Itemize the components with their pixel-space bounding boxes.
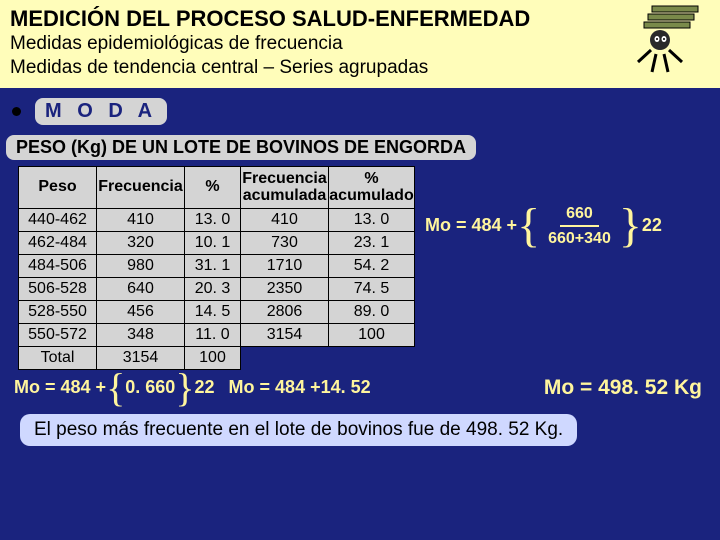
brace-right-icon: } <box>175 378 194 398</box>
table-body: 440-46241013. 041013. 0462-48432010. 173… <box>19 208 415 369</box>
table-row: Total3154100 <box>19 346 415 369</box>
table-cell: 89. 0 <box>329 300 415 323</box>
table-cell: 528-550 <box>19 300 97 323</box>
table-cell <box>241 346 329 369</box>
table-cell: Total <box>19 346 97 369</box>
brace-left-icon: { <box>106 378 125 398</box>
table-cell: 13. 0 <box>185 208 241 231</box>
col-frecuencia: Frecuencia <box>97 166 185 208</box>
bullet-row: M O D A <box>12 98 720 125</box>
formula1-suffix: 22 <box>642 215 662 236</box>
section-title: PESO (Kg) DE UN LOTE DE BOVINOS DE ENGOR… <box>6 135 476 160</box>
brace-left-icon: { <box>517 214 540 238</box>
table-cell: 100 <box>329 323 415 346</box>
fraction-den: 660+340 <box>542 227 617 248</box>
subtitle-2: Medidas de tendencia central – Series ag… <box>10 56 710 80</box>
data-table: Peso Frecuencia % Frecuenciaacumulada %a… <box>18 166 415 370</box>
page-title: MEDICIÓN DEL PROCESO SALUD-ENFERMEDAD <box>10 6 710 32</box>
table-cell: 3154 <box>241 323 329 346</box>
formula3: Mo = 484 +14. 52 <box>229 377 371 398</box>
col-peso: Peso <box>19 166 97 208</box>
table-cell: 980 <box>97 254 185 277</box>
formula-fraction: Mo = 484 + { 660 660+340 } 22 <box>425 204 662 248</box>
header-block: MEDICIÓN DEL PROCESO SALUD-ENFERMEDAD Me… <box>0 0 720 88</box>
conclusion-text: El peso más frecuente en el lote de bovi… <box>20 414 577 446</box>
table-header-row: Peso Frecuencia % Frecuenciaacumulada %a… <box>19 166 415 208</box>
result-text: Mo = 498. 52 Kg <box>544 376 702 400</box>
table-cell: 640 <box>97 277 185 300</box>
content-row: Peso Frecuencia % Frecuenciaacumulada %a… <box>0 164 720 370</box>
table-cell: 348 <box>97 323 185 346</box>
table-row: 484-50698031. 1171054. 2 <box>19 254 415 277</box>
formula2-prefix: Mo = 484 + <box>14 377 106 398</box>
table-cell: 550-572 <box>19 323 97 346</box>
table-cell: 54. 2 <box>329 254 415 277</box>
table-cell: 74. 5 <box>329 277 415 300</box>
table-cell: 2350 <box>241 277 329 300</box>
fraction: 660 660+340 <box>542 204 617 248</box>
table-cell: 20. 3 <box>185 277 241 300</box>
formula2-suffix: 22 <box>195 377 215 398</box>
table-cell: 410 <box>241 208 329 231</box>
col-pa: %acumulado <box>329 166 415 208</box>
table-row: 528-55045614. 5280689. 0 <box>19 300 415 323</box>
fraction-num: 660 <box>560 204 599 227</box>
table-row: 440-46241013. 041013. 0 <box>19 208 415 231</box>
table-cell <box>329 346 415 369</box>
formula2: Mo = 484 + { 0. 660 } 22 <box>14 377 215 398</box>
moda-label: M O D A <box>35 98 167 125</box>
table-row: 506-52864020. 3235074. 5 <box>19 277 415 300</box>
col-fa: Frecuenciaacumulada <box>241 166 329 208</box>
table-cell: 2806 <box>241 300 329 323</box>
table-cell: 10. 1 <box>185 231 241 254</box>
table-cell: 13. 0 <box>329 208 415 231</box>
formula2-mid: 0. 660 <box>125 377 175 398</box>
table-cell: 410 <box>97 208 185 231</box>
table-cell: 506-528 <box>19 277 97 300</box>
table-cell: 440-462 <box>19 208 97 231</box>
bottom-formula-row: Mo = 484 + { 0. 660 } 22 Mo = 484 +14. 5… <box>14 376 720 400</box>
table-row: 550-57234811. 03154100 <box>19 323 415 346</box>
table-cell: 31. 1 <box>185 254 241 277</box>
table-cell: 484-506 <box>19 254 97 277</box>
table-cell: 456 <box>97 300 185 323</box>
subtitle-1: Medidas epidemiológicas de frecuencia <box>10 32 710 56</box>
table-cell: 462-484 <box>19 231 97 254</box>
table-cell: 730 <box>241 231 329 254</box>
cartoon-icon <box>618 4 708 76</box>
table-cell: 23. 1 <box>329 231 415 254</box>
table-cell: 320 <box>97 231 185 254</box>
table-row: 462-48432010. 173023. 1 <box>19 231 415 254</box>
data-table-wrap: Peso Frecuencia % Frecuenciaacumulada %a… <box>18 166 415 370</box>
table-cell: 1710 <box>241 254 329 277</box>
table-cell: 14. 5 <box>185 300 241 323</box>
brace-right-icon: } <box>619 214 642 238</box>
bullet-dot <box>12 107 21 116</box>
table-cell: 11. 0 <box>185 323 241 346</box>
col-percent: % <box>185 166 241 208</box>
formula1-prefix: Mo = 484 + <box>425 215 517 236</box>
